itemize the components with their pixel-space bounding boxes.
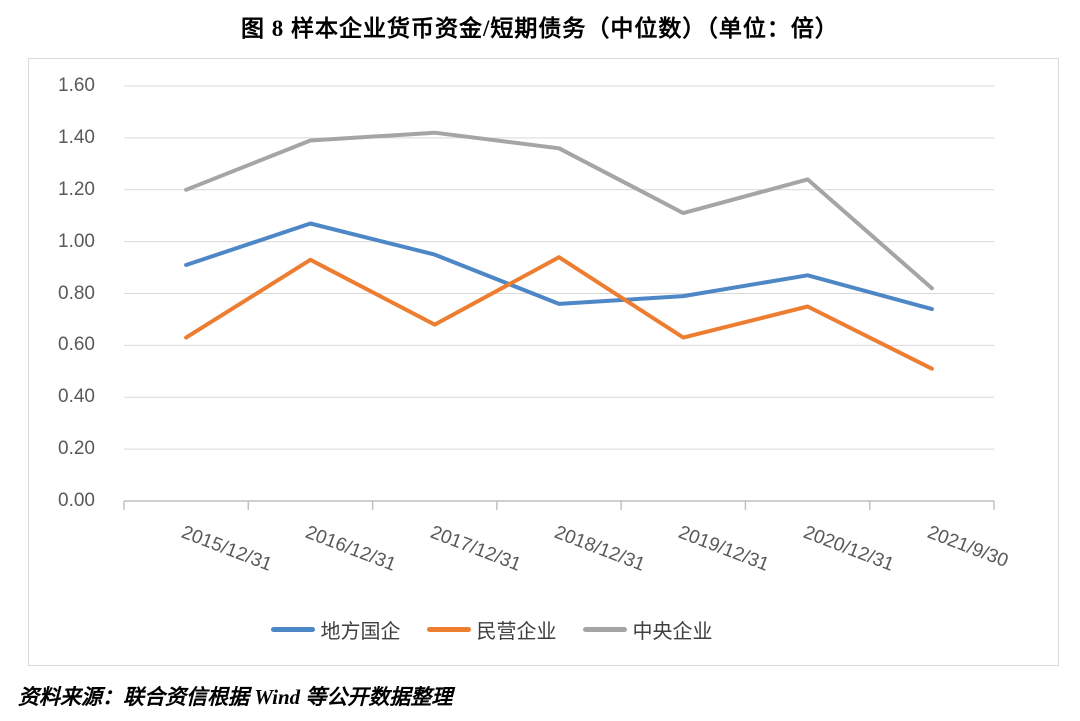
line-plot-canvas [123,85,995,510]
y-axis-tick-label: 0.80 [58,282,95,304]
legend-line-swatch-central-soe [582,627,627,632]
chart-area: 0.00 0.20 0.40 0.60 0.80 1.00 1.20 1.40 1.60 2015… [28,58,1059,666]
y-axis-tick-label: 0.00 [58,490,95,511]
series-line-1 [184,255,934,371]
source-note: 资料来源：联合资信根据 Wind 等公开数据整理 [18,685,453,709]
legend-label-local-soe: 地方国企 [320,621,401,643]
series-line-2 [184,130,934,291]
legend-item-private-enterprise: 民营企业 [426,615,557,644]
y-axis-tick-label: 1.40 [58,126,95,148]
legend-label-central-soe: 中央企业 [632,621,713,643]
chart-title: 图 8 样本企业货币资金/短期债务（中位数）（单位：倍） [241,16,839,41]
y-axis-tick-label: 0.40 [58,386,95,408]
y-axis-tick-label: 0.20 [58,438,95,460]
y-axis-tick-label: 1.60 [58,75,95,96]
legend-line-swatch-private-enterprise [426,627,471,632]
legend-item-local-soe: 地方国企 [270,615,401,644]
legend-line-swatch-local-soe [270,627,315,632]
y-axis-tick-label: 0.60 [58,334,95,356]
legend-item-central-soe: 中央企业 [582,615,713,644]
legend: 地方国企 民营企业 中央企业 [29,615,1058,644]
y-axis-tick-label: 1.00 [58,230,95,252]
series-line-0 [184,221,934,312]
y-axis-tick-label: 1.20 [58,178,95,200]
legend-label-private-enterprise: 民营企业 [476,621,557,643]
